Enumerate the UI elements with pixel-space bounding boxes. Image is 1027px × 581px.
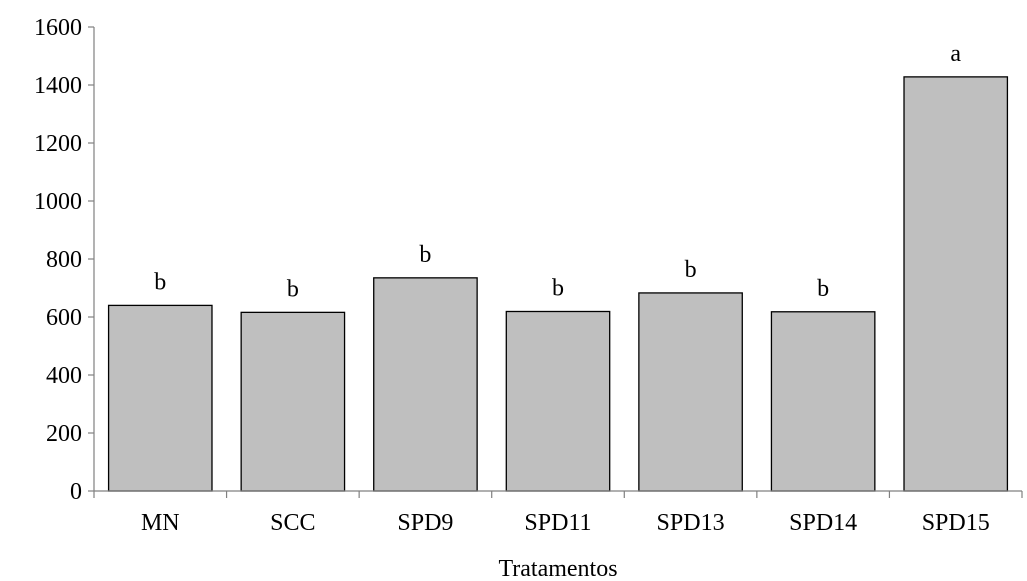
x-tick-label: MN [141, 510, 180, 536]
bar-spd13 [638, 292, 743, 492]
bars [107, 76, 1009, 492]
bar-spd9 [373, 277, 478, 492]
significance-letter: a [950, 41, 961, 67]
x-tick-label: SPD11 [524, 510, 591, 536]
significance-letter: b [685, 257, 697, 283]
x-tick-label: SPD15 [922, 510, 990, 536]
y-axis-ticks: 0 200 400 600 800 1000 1200 1400 1600 [34, 15, 94, 505]
y-tick-label: 200 [46, 421, 82, 447]
significance-letter: b [552, 275, 564, 301]
significance-letter: b [817, 276, 829, 302]
significance-letter: b [287, 276, 299, 302]
x-tick-label: SPD9 [397, 510, 453, 536]
y-tick-label: 800 [46, 247, 82, 273]
y-tick-label: 1000 [34, 189, 82, 215]
significance-letter: b [419, 242, 431, 268]
y-tick-label: 0 [70, 479, 82, 505]
y-tick-label: 1200 [34, 131, 82, 157]
x-axis-title: Tratamentos [498, 556, 617, 581]
significance-letter: b [154, 269, 166, 295]
x-tick-label: SPD14 [789, 510, 857, 536]
y-tick-label: 400 [46, 363, 82, 389]
bar-spd11 [505, 310, 611, 492]
y-tick-label: 600 [46, 305, 82, 331]
bar-spd15 [903, 76, 1009, 492]
significance-letters: b b b b b b a [154, 41, 961, 302]
x-tick-label: SPD13 [657, 510, 725, 536]
bar-spd14 [770, 311, 876, 492]
y-tick-label: 1600 [34, 15, 82, 41]
x-axis-ticks: MN SCC SPD9 SPD11 SPD13 SPD14 SPD15 [93, 491, 1023, 536]
x-tick-label: SCC [270, 510, 315, 536]
bar-mn [107, 304, 213, 492]
bar-scc [240, 311, 346, 492]
y-tick-label: 1400 [34, 73, 82, 99]
